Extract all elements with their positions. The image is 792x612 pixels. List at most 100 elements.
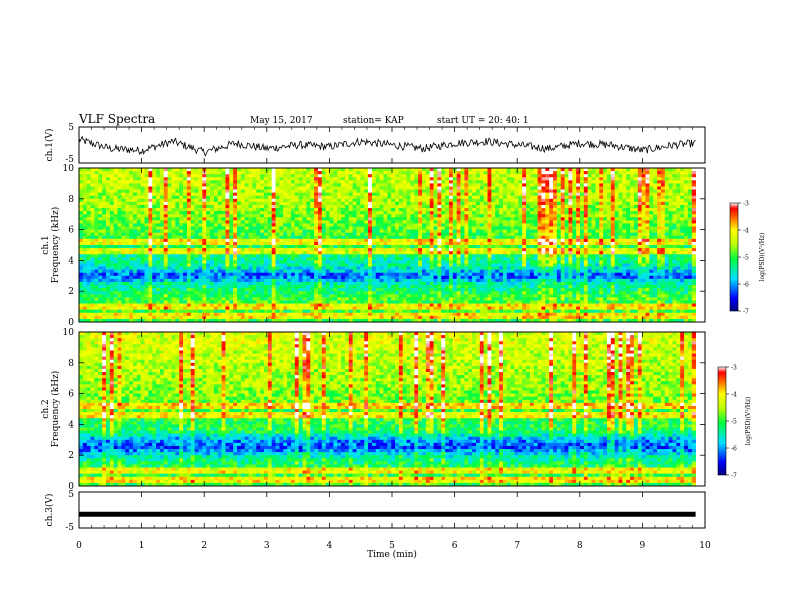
spectrogram-cell bbox=[167, 204, 172, 209]
spectrogram-cell bbox=[483, 198, 488, 203]
spectrogram-cell bbox=[514, 186, 519, 190]
spectrogram-cell bbox=[306, 208, 311, 212]
spectrogram-cell bbox=[383, 220, 388, 224]
spectrogram-cell bbox=[171, 260, 176, 264]
spectrogram-cell bbox=[317, 226, 323, 230]
spectrogram-cell bbox=[371, 248, 377, 252]
spectrogram-cell bbox=[233, 177, 238, 181]
spectrogram-cell bbox=[533, 204, 538, 209]
spectrogram-cell bbox=[198, 177, 203, 181]
spectrogram-cell bbox=[263, 254, 269, 258]
spectrogram-cell bbox=[684, 180, 689, 184]
spectrogram-cell bbox=[657, 217, 662, 221]
spectrogram-cell bbox=[306, 168, 311, 172]
spectrogram-cell bbox=[179, 223, 184, 227]
spectrogram-cell bbox=[383, 257, 388, 261]
spectrogram-cell bbox=[564, 226, 569, 230]
spectrogram-cell bbox=[572, 217, 577, 221]
spectrogram-cell bbox=[606, 186, 612, 190]
spectrogram-cell bbox=[572, 195, 577, 200]
spectrogram-cell bbox=[102, 220, 107, 224]
spectrogram-cell bbox=[287, 201, 292, 206]
spectrogram-cell bbox=[653, 171, 658, 175]
spectrogram-cell bbox=[229, 217, 234, 221]
spectrogram-cell bbox=[495, 257, 500, 261]
spectrogram-cell bbox=[676, 217, 681, 221]
spectrogram-cell bbox=[206, 171, 211, 175]
spectrogram-cell bbox=[94, 226, 99, 230]
spectrogram-cell bbox=[576, 220, 581, 224]
spectrogram-cell bbox=[622, 257, 627, 261]
spectrogram-cell bbox=[156, 232, 161, 237]
spectrogram-cell bbox=[641, 217, 646, 221]
spectrogram-cell bbox=[595, 198, 600, 203]
spectrogram-cell bbox=[657, 201, 662, 206]
spectrogram-cell bbox=[587, 211, 592, 215]
spectrogram-cell bbox=[475, 241, 481, 246]
spectrogram-cell bbox=[522, 208, 527, 212]
spectrogram-cell bbox=[526, 186, 531, 190]
spectrogram-cell bbox=[680, 211, 685, 215]
spectrogram-cell bbox=[676, 257, 681, 261]
spectrogram-cell bbox=[645, 223, 650, 227]
spectrogram-cell bbox=[684, 198, 689, 203]
spectrogram-cell bbox=[102, 214, 107, 218]
spectrogram-cell bbox=[460, 260, 465, 264]
spectrogram-cell bbox=[475, 217, 481, 221]
spectrogram-cell bbox=[314, 260, 319, 264]
spectrogram-cell bbox=[148, 180, 153, 184]
spectrogram-cell bbox=[306, 198, 311, 203]
spectrogram-cell bbox=[344, 226, 350, 230]
spectrogram-cell bbox=[244, 183, 249, 187]
spectrogram-cell bbox=[302, 220, 307, 224]
spectrogram-cell bbox=[310, 223, 315, 227]
spectrogram-cell bbox=[603, 229, 608, 234]
spectrogram-cell bbox=[472, 223, 477, 227]
spectrogram-cell bbox=[287, 235, 292, 240]
spectrogram-cell bbox=[429, 254, 434, 258]
spectrogram-cell bbox=[190, 201, 196, 206]
spectrogram-cell bbox=[441, 232, 446, 237]
spectrogram-cell bbox=[630, 238, 635, 243]
spectrogram-cell bbox=[171, 195, 176, 200]
spectrogram-cell bbox=[499, 217, 504, 221]
spectrogram-cell bbox=[298, 192, 303, 197]
spectrogram-cell bbox=[225, 220, 230, 224]
spectrogram-cell bbox=[94, 214, 99, 218]
spectrogram-cell bbox=[637, 241, 643, 246]
spectrogram-cell bbox=[560, 235, 565, 240]
spectrogram-cell bbox=[263, 238, 269, 243]
spectrogram-cell bbox=[460, 235, 465, 240]
spectrogram-cell bbox=[479, 171, 485, 175]
spectrogram-cell bbox=[676, 220, 681, 224]
spectrogram-cell bbox=[633, 223, 639, 227]
spectrogram-cell bbox=[144, 245, 149, 249]
spectrogram-cell bbox=[344, 174, 350, 178]
spectrogram-cell bbox=[90, 204, 95, 209]
spectrogram-cell bbox=[402, 195, 407, 200]
spectrogram-cell bbox=[86, 204, 91, 209]
spectrogram-cell bbox=[136, 248, 142, 252]
spectrogram-cell bbox=[387, 245, 392, 249]
spectrogram-cell bbox=[460, 251, 465, 255]
spectrogram-cell bbox=[125, 229, 130, 234]
spectrogram-cell bbox=[472, 220, 477, 224]
spectrogram-cell bbox=[526, 198, 531, 203]
spectrogram-cell bbox=[159, 195, 165, 200]
spectrogram-cell bbox=[333, 260, 338, 264]
spectrogram-cell bbox=[279, 177, 284, 181]
spectrogram-cell bbox=[456, 171, 461, 175]
spectrogram-cell bbox=[202, 241, 207, 246]
spectrogram-cell bbox=[606, 192, 612, 197]
spectrogram-cell bbox=[406, 180, 411, 184]
spectrogram-cell bbox=[294, 260, 300, 264]
spectrogram-cell bbox=[587, 171, 592, 175]
spectrogram-cell bbox=[375, 257, 380, 261]
spectrogram-cell bbox=[290, 238, 296, 243]
spectrogram-cell bbox=[186, 220, 192, 224]
spectrogram-cell bbox=[626, 238, 631, 243]
spectrogram-cell bbox=[649, 189, 654, 194]
spectrogram-cell bbox=[618, 235, 623, 240]
spectrogram-cell bbox=[495, 180, 500, 184]
spectrogram-cell bbox=[622, 211, 627, 215]
